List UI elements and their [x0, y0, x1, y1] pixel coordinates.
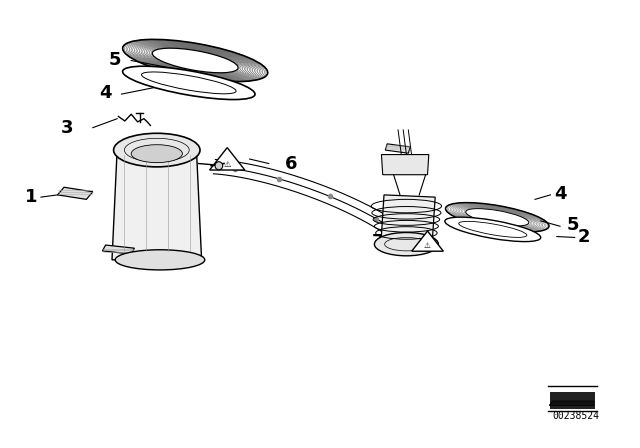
Text: 5: 5: [566, 216, 579, 234]
Ellipse shape: [466, 209, 529, 226]
Text: 2: 2: [577, 228, 590, 246]
Ellipse shape: [215, 162, 223, 170]
Text: 5: 5: [109, 52, 122, 69]
Ellipse shape: [131, 145, 182, 163]
Ellipse shape: [123, 66, 255, 99]
Text: 7: 7: [371, 233, 384, 251]
Polygon shape: [549, 401, 594, 405]
FancyBboxPatch shape: [550, 392, 595, 409]
Ellipse shape: [152, 48, 238, 73]
Text: 00238524: 00238524: [552, 411, 600, 421]
Text: 4: 4: [99, 84, 112, 102]
Polygon shape: [385, 144, 410, 153]
Text: 3: 3: [61, 119, 74, 137]
Text: ⚠: ⚠: [424, 241, 431, 250]
Ellipse shape: [115, 250, 205, 270]
Text: 6: 6: [285, 155, 298, 172]
Polygon shape: [112, 150, 202, 260]
Ellipse shape: [141, 72, 236, 94]
Text: ⚠: ⚠: [223, 160, 231, 169]
Text: 1: 1: [24, 188, 37, 206]
Ellipse shape: [445, 217, 541, 241]
Polygon shape: [102, 245, 134, 254]
Polygon shape: [381, 155, 429, 175]
Polygon shape: [58, 187, 93, 199]
Polygon shape: [209, 148, 245, 170]
Text: 4: 4: [554, 185, 566, 202]
Ellipse shape: [114, 134, 200, 167]
Polygon shape: [381, 195, 435, 246]
Ellipse shape: [459, 221, 527, 237]
Polygon shape: [412, 231, 444, 251]
Ellipse shape: [374, 233, 438, 256]
